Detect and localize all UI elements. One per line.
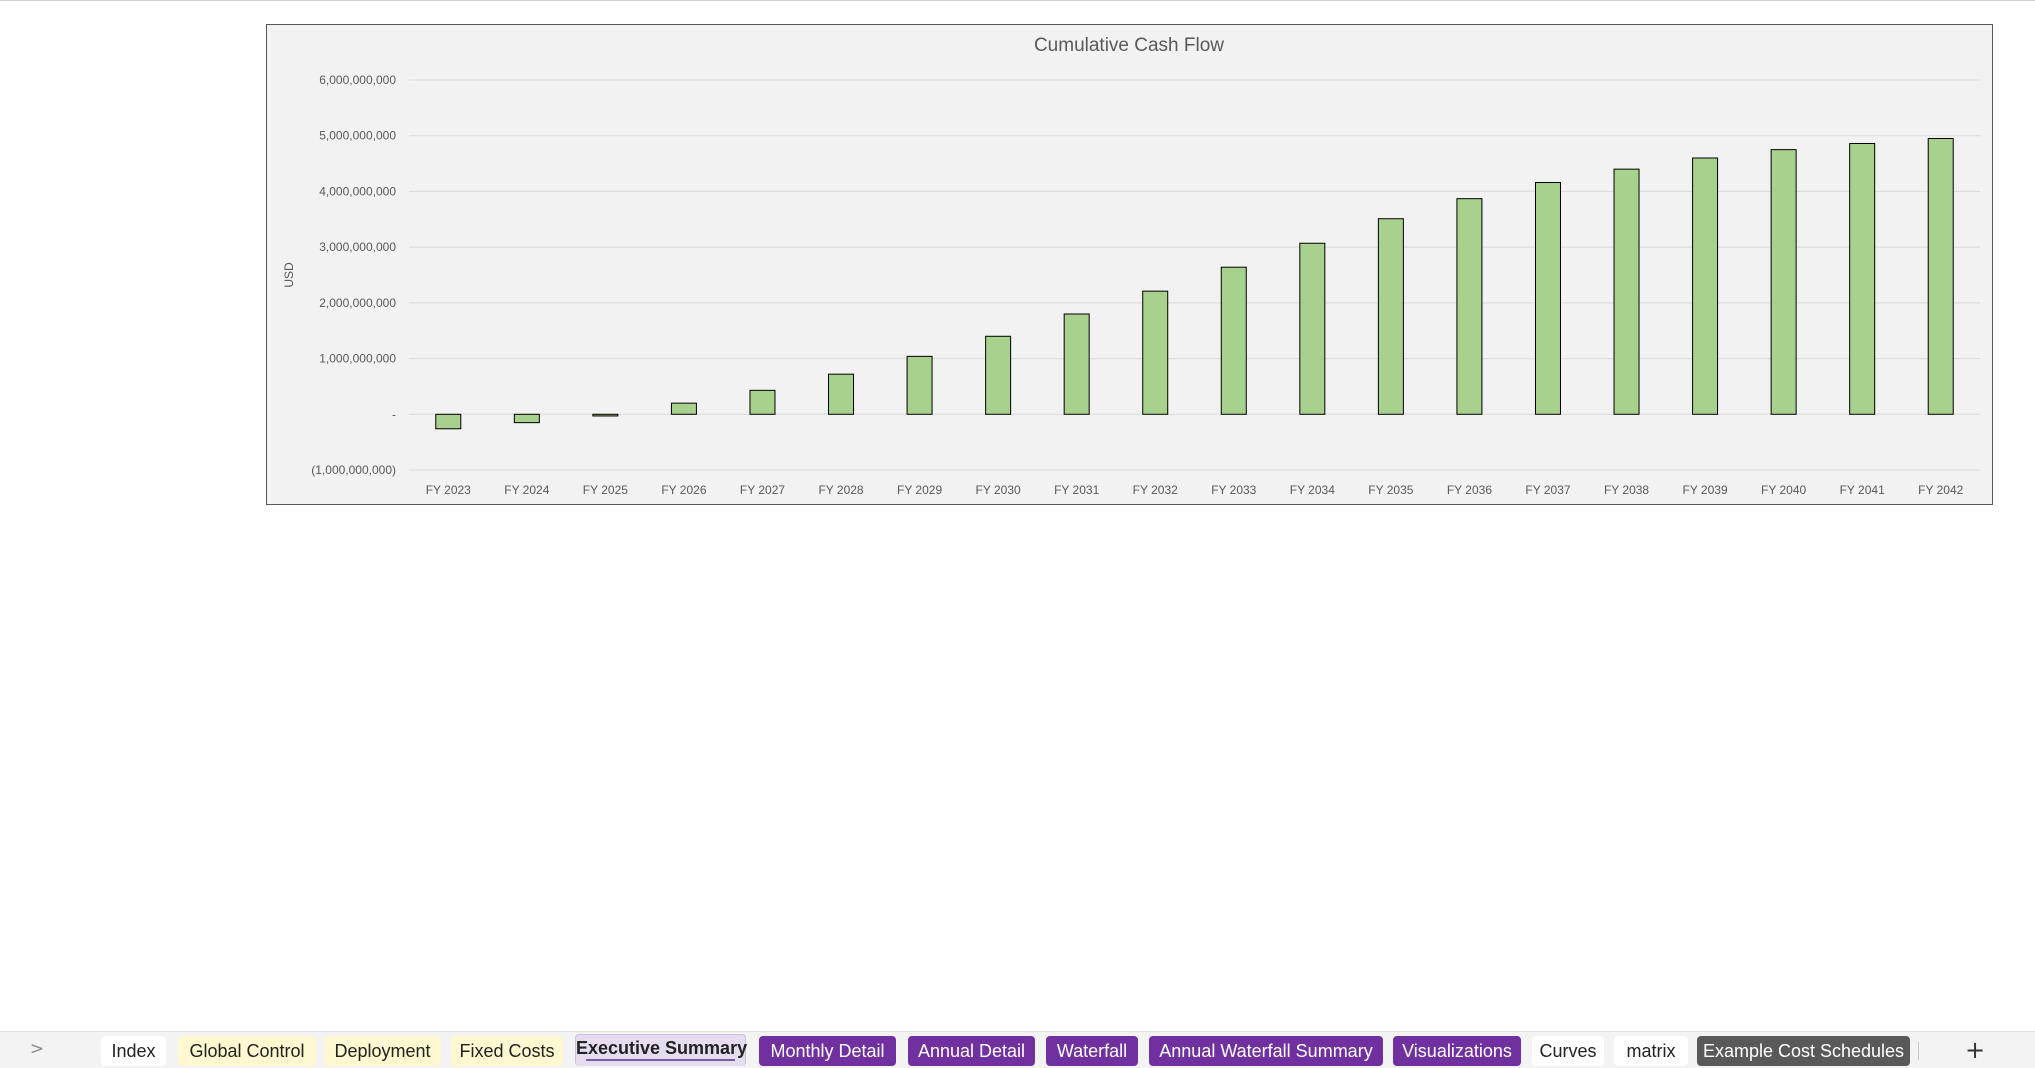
chevron-right-icon[interactable]: > xyxy=(29,1039,45,1059)
chart-canvas: Cumulative Cash Flow USD 6,000,000,000 5,00… xyxy=(282,35,1980,497)
bar xyxy=(1299,242,1326,415)
x-tick-label: FY 2023 xyxy=(426,483,471,497)
x-tick-label: FY 2041 xyxy=(1840,483,1885,497)
y-tick-label: - xyxy=(392,407,396,421)
sheet-tab-example-cost-schedules[interactable]: Example Cost Schedules xyxy=(1697,1036,1910,1066)
bar xyxy=(828,373,855,415)
active-tab-underline xyxy=(586,1059,735,1061)
sheet-tab-visualizations[interactable]: Visualizations xyxy=(1393,1036,1521,1066)
bar xyxy=(1613,168,1640,415)
sheet-tab-monthly-detail[interactable]: Monthly Detail xyxy=(759,1036,896,1066)
bar xyxy=(749,389,776,415)
sheet-tab-annual-waterfall-summary[interactable]: Annual Waterfall Summary xyxy=(1149,1036,1383,1066)
sheet-tab-bar: > Index Global Control Deployment Fixed … xyxy=(0,1031,2035,1068)
bar xyxy=(670,402,697,415)
sheet-tab-annual-detail[interactable]: Annual Detail xyxy=(908,1036,1035,1066)
x-tick-label: FY 2039 xyxy=(1682,483,1727,497)
bar xyxy=(1063,313,1090,415)
bar xyxy=(906,355,933,415)
y-axis-label: USD xyxy=(282,262,296,288)
sheet-tab-index[interactable]: Index xyxy=(101,1036,166,1066)
x-tick-label: FY 2031 xyxy=(1054,483,1099,497)
bar xyxy=(1770,149,1797,415)
bar xyxy=(1377,218,1404,415)
bar xyxy=(1927,138,1954,415)
y-tick-label: 2,000,000,000 xyxy=(319,296,396,310)
bar xyxy=(435,413,462,430)
x-tick-label: FY 2040 xyxy=(1761,483,1806,497)
bar xyxy=(513,413,540,424)
cumulative-cash-flow-chart[interactable]: Cumulative Cash Flow USD 6,000,000,000 5,00… xyxy=(266,24,1993,505)
y-tick-label: 6,000,000,000 xyxy=(319,73,396,87)
x-tick-label: FY 2038 xyxy=(1604,483,1649,497)
x-tick-label: FY 2033 xyxy=(1211,483,1256,497)
x-tick-label: FY 2042 xyxy=(1918,483,1963,497)
top-border xyxy=(0,0,2035,1)
plus-icon[interactable]: + xyxy=(1964,1036,1986,1064)
x-tick-label: FY 2030 xyxy=(976,483,1021,497)
x-tick-label: FY 2032 xyxy=(1133,483,1178,497)
sheet-tab-curves[interactable]: Curves xyxy=(1532,1036,1604,1066)
bar xyxy=(1534,182,1561,415)
y-tick-label: 3,000,000,000 xyxy=(319,240,396,254)
x-tick-label: FY 2028 xyxy=(818,483,863,497)
sheet-tab-label: Executive Summary xyxy=(576,1038,748,1058)
bar xyxy=(1220,266,1247,415)
x-tick-label: FY 2029 xyxy=(897,483,942,497)
x-tick-label: FY 2036 xyxy=(1447,483,1492,497)
sheet-tab-fixed-costs[interactable]: Fixed Costs xyxy=(451,1036,563,1066)
bar xyxy=(1456,198,1483,415)
x-tick-label: FY 2024 xyxy=(504,483,549,497)
sheet-tab-matrix[interactable]: matrix xyxy=(1614,1036,1688,1066)
bar xyxy=(1849,143,1876,415)
x-tick-label: FY 2035 xyxy=(1368,483,1413,497)
sheet-tab-waterfall[interactable]: Waterfall xyxy=(1046,1036,1138,1066)
x-tick-label: FY 2026 xyxy=(661,483,706,497)
sheet-tab-global-control[interactable]: Global Control xyxy=(178,1036,316,1066)
sheet-tab-executive-summary[interactable]: Executive Summary xyxy=(575,1034,748,1066)
x-tick-label: FY 2025 xyxy=(583,483,628,497)
chart-title: Cumulative Cash Flow xyxy=(1034,35,1224,56)
x-tick-label: FY 2027 xyxy=(740,483,785,497)
bar xyxy=(985,335,1012,415)
bar xyxy=(592,413,619,417)
y-tick-label: 5,000,000,000 xyxy=(319,129,396,143)
bar xyxy=(1142,290,1169,415)
y-tick-label: 1,000,000,000 xyxy=(319,352,396,366)
sheet-tab-deployment[interactable]: Deployment xyxy=(324,1036,441,1066)
x-tick-label: FY 2034 xyxy=(1290,483,1335,497)
y-tick-label: 4,000,000,000 xyxy=(319,184,396,198)
x-tick-label: FY 2037 xyxy=(1525,483,1570,497)
bar xyxy=(1692,157,1719,415)
y-tick-label: (1,000,000,000) xyxy=(311,463,396,477)
tab-separator xyxy=(1918,1042,1919,1060)
